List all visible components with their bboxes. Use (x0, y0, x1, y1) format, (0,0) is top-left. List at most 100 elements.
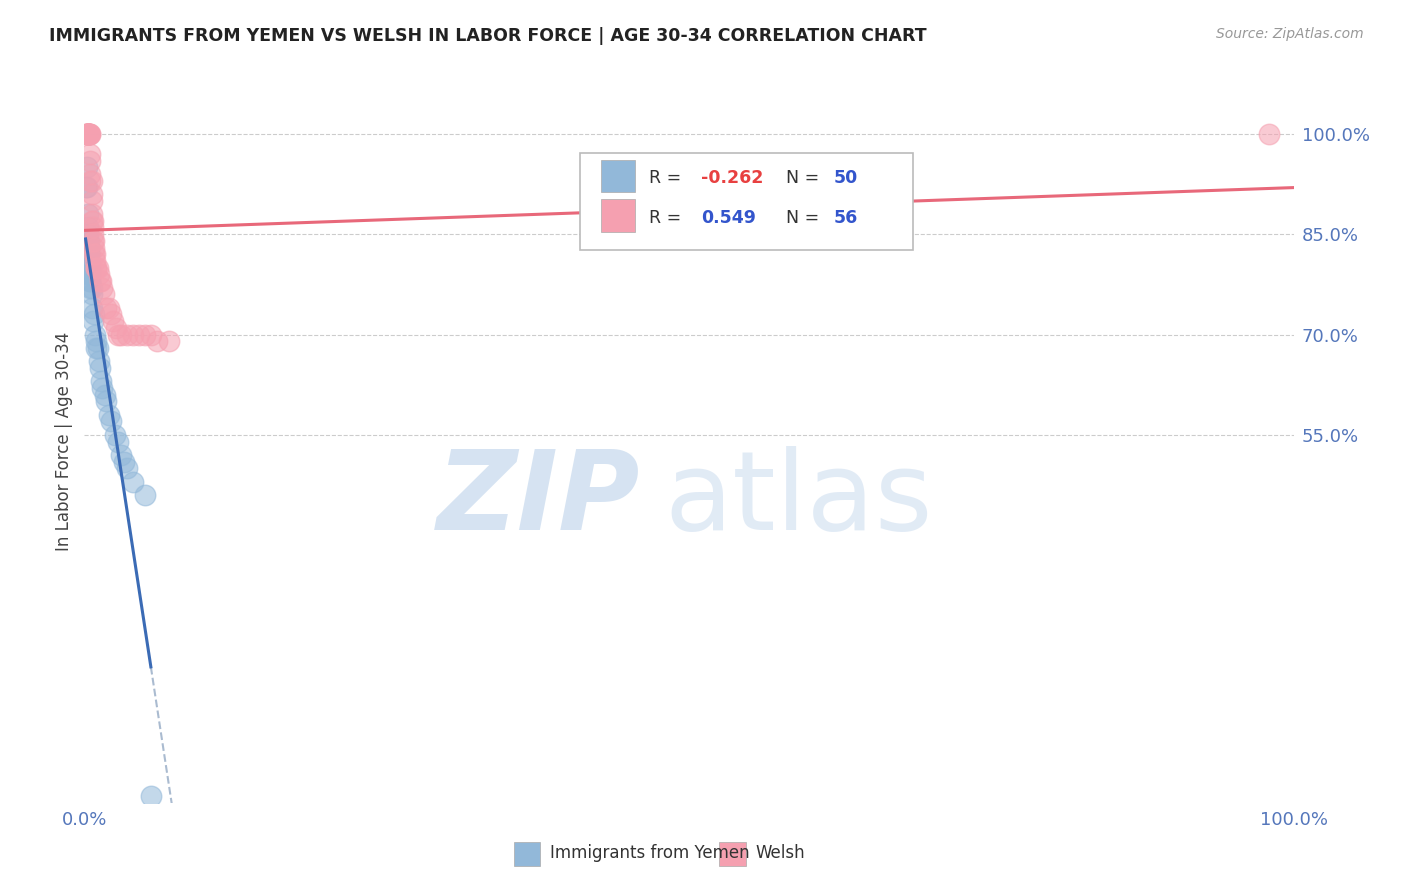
Point (79, 173, 101, 188)
Point (80, 301, 103, 315)
Point (75, 180, 97, 194)
Point (157, 334, 180, 349)
Point (77, 127, 100, 141)
Point (77, 127, 100, 141)
Point (139, 789, 162, 804)
Point (82, 220, 104, 235)
Point (80, 207, 103, 221)
Point (77, 254, 100, 268)
Y-axis label: In Labor Force | Age 30-34: In Labor Force | Age 30-34 (55, 332, 73, 551)
Point (77, 268, 100, 282)
Point (89, 361, 111, 376)
Point (83, 234, 105, 248)
Point (79, 127, 101, 141)
Point (77, 127, 100, 141)
Point (80, 194, 103, 208)
Point (80, 281, 103, 295)
Point (79, 147, 101, 161)
Point (104, 427, 127, 442)
Point (76, 180, 98, 194)
Bar (513, 842, 540, 866)
Point (76, 161, 98, 175)
Point (86, 341, 108, 355)
Point (86, 260, 108, 275)
Point (89, 274, 111, 288)
Point (77, 234, 100, 248)
Point (1258, 127, 1281, 141)
Point (91, 381, 114, 395)
Point (84, 247, 107, 261)
Text: ZIP: ZIP (437, 446, 641, 553)
Bar (720, 842, 745, 866)
Text: IMMIGRANTS FROM YEMEN VS WELSH IN LABOR FORCE | AGE 30-34 CORRELATION CHART: IMMIGRANTS FROM YEMEN VS WELSH IN LABOR … (49, 27, 927, 45)
Text: R =: R = (650, 209, 686, 227)
Point (110, 327, 132, 342)
Point (77, 220, 100, 235)
Text: Immigrants from Yemen: Immigrants from Yemen (550, 845, 749, 863)
Point (100, 414, 122, 429)
Point (82, 227, 104, 242)
Text: Source: ZipAtlas.com: Source: ZipAtlas.com (1216, 27, 1364, 41)
Point (77, 234, 100, 248)
Point (77, 127, 100, 141)
Point (77, 254, 100, 268)
Point (115, 327, 138, 342)
Point (79, 268, 101, 282)
Point (79, 274, 101, 288)
Point (77, 127, 100, 141)
Point (79, 153, 101, 168)
Point (100, 307, 122, 322)
Point (77, 247, 100, 261)
Point (77, 247, 100, 261)
Point (84, 254, 107, 268)
Point (87, 354, 110, 368)
FancyBboxPatch shape (581, 153, 912, 250)
Point (94, 394, 117, 409)
Text: N =: N = (786, 169, 824, 186)
Point (80, 287, 103, 301)
Point (97, 301, 120, 315)
Text: N =: N = (786, 209, 824, 227)
Text: -0.262: -0.262 (702, 169, 763, 186)
Point (77, 127, 100, 141)
Text: 50: 50 (834, 169, 858, 186)
Point (90, 375, 112, 389)
Point (146, 334, 169, 349)
Point (80, 173, 103, 188)
Point (94, 387, 117, 401)
Point (77, 247, 100, 261)
Point (83, 241, 105, 255)
Point (134, 488, 156, 502)
Point (77, 127, 100, 141)
Point (112, 455, 135, 469)
Point (86, 341, 108, 355)
Point (128, 327, 150, 342)
Point (75, 127, 97, 141)
Point (77, 207, 100, 221)
Point (77, 241, 100, 255)
Point (91, 281, 114, 295)
Point (134, 327, 156, 342)
Point (80, 187, 103, 202)
Point (79, 268, 101, 282)
Text: 0.549: 0.549 (702, 209, 756, 227)
Point (76, 127, 98, 141)
Point (80, 214, 103, 228)
Point (86, 260, 108, 275)
Point (76, 127, 98, 141)
Point (82, 214, 104, 228)
Point (93, 287, 115, 301)
Point (104, 321, 127, 335)
Text: 56: 56 (834, 209, 858, 227)
Point (87, 268, 110, 282)
Point (77, 127, 100, 141)
Bar (600, 200, 634, 232)
Point (79, 281, 101, 295)
Point (77, 260, 100, 275)
Point (79, 167, 101, 181)
Point (103, 314, 125, 328)
Point (83, 247, 105, 261)
Point (77, 127, 100, 141)
Point (86, 334, 108, 349)
Point (94, 301, 117, 315)
